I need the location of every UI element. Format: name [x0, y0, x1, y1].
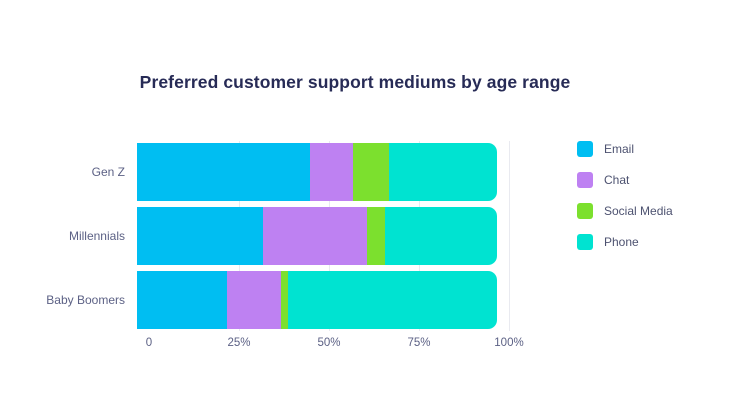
- category-label-millennials: Millennials: [68, 229, 125, 243]
- legend-item-chat: Chat: [577, 172, 673, 188]
- x-tick-75-: 75%: [407, 337, 431, 349]
- x-axis: 0 25% 50% 75% 100%: [145, 337, 524, 353]
- x-tick-100-: 100%: [494, 337, 524, 349]
- segment-baby-boomers-phone: [288, 271, 497, 329]
- segment-baby-boomers-chat: [227, 271, 281, 329]
- legend-swatch-chat: [577, 172, 593, 188]
- chart-title: Preferred customer support mediums by ag…: [139, 72, 571, 92]
- segment-gen-z-social-media: [352, 143, 389, 201]
- category-label-gen-z: Gen Z: [91, 165, 125, 179]
- bar-row-millennials: Millennials: [0, 207, 497, 265]
- legend-label-email: Email: [604, 142, 635, 156]
- segment-millennials-social-media: [367, 207, 386, 265]
- legend-item-phone: Phone: [577, 234, 673, 250]
- legend-swatch-social-media: [577, 203, 593, 219]
- category-label-baby-boomers: Baby Boomers: [46, 293, 125, 307]
- segment-millennials-email: [137, 207, 263, 265]
- segment-millennials-phone: [385, 207, 497, 265]
- legend-label-social-media: Social Media: [604, 204, 673, 218]
- segment-gen-z-email: [137, 143, 310, 201]
- segment-baby-boomers-email: [137, 271, 227, 329]
- legend-label-phone: Phone: [604, 235, 639, 249]
- legend-label-chat: Chat: [604, 173, 630, 187]
- legend-swatch-email: [577, 141, 593, 157]
- x-tick-0: 0: [145, 337, 153, 349]
- segment-baby-boomers-social-media: [281, 271, 289, 329]
- bar-rows: Gen Z Millennials Baby Boomers: [0, 143, 497, 329]
- segment-millennials-chat: [263, 207, 368, 265]
- stacked-bar-millennials: [137, 207, 497, 265]
- x-tick-25-: 25%: [227, 337, 251, 349]
- legend-item-email: Email: [577, 141, 673, 157]
- legend-swatch-phone: [577, 234, 593, 250]
- segment-gen-z-chat: [309, 143, 353, 201]
- stacked-bar-baby-boomers: [137, 271, 497, 329]
- x-tick-50-: 50%: [317, 337, 341, 349]
- stacked-bar-gen-z: [137, 143, 497, 201]
- legend-item-social-media: Social Media: [577, 203, 673, 219]
- bar-row-baby-boomers: Baby Boomers: [0, 271, 497, 329]
- legend: Email Chat Social Media Phone: [577, 141, 673, 250]
- segment-gen-z-phone: [388, 143, 497, 201]
- gridline-100: [509, 141, 510, 331]
- bar-row-gen-z: Gen Z: [0, 143, 497, 201]
